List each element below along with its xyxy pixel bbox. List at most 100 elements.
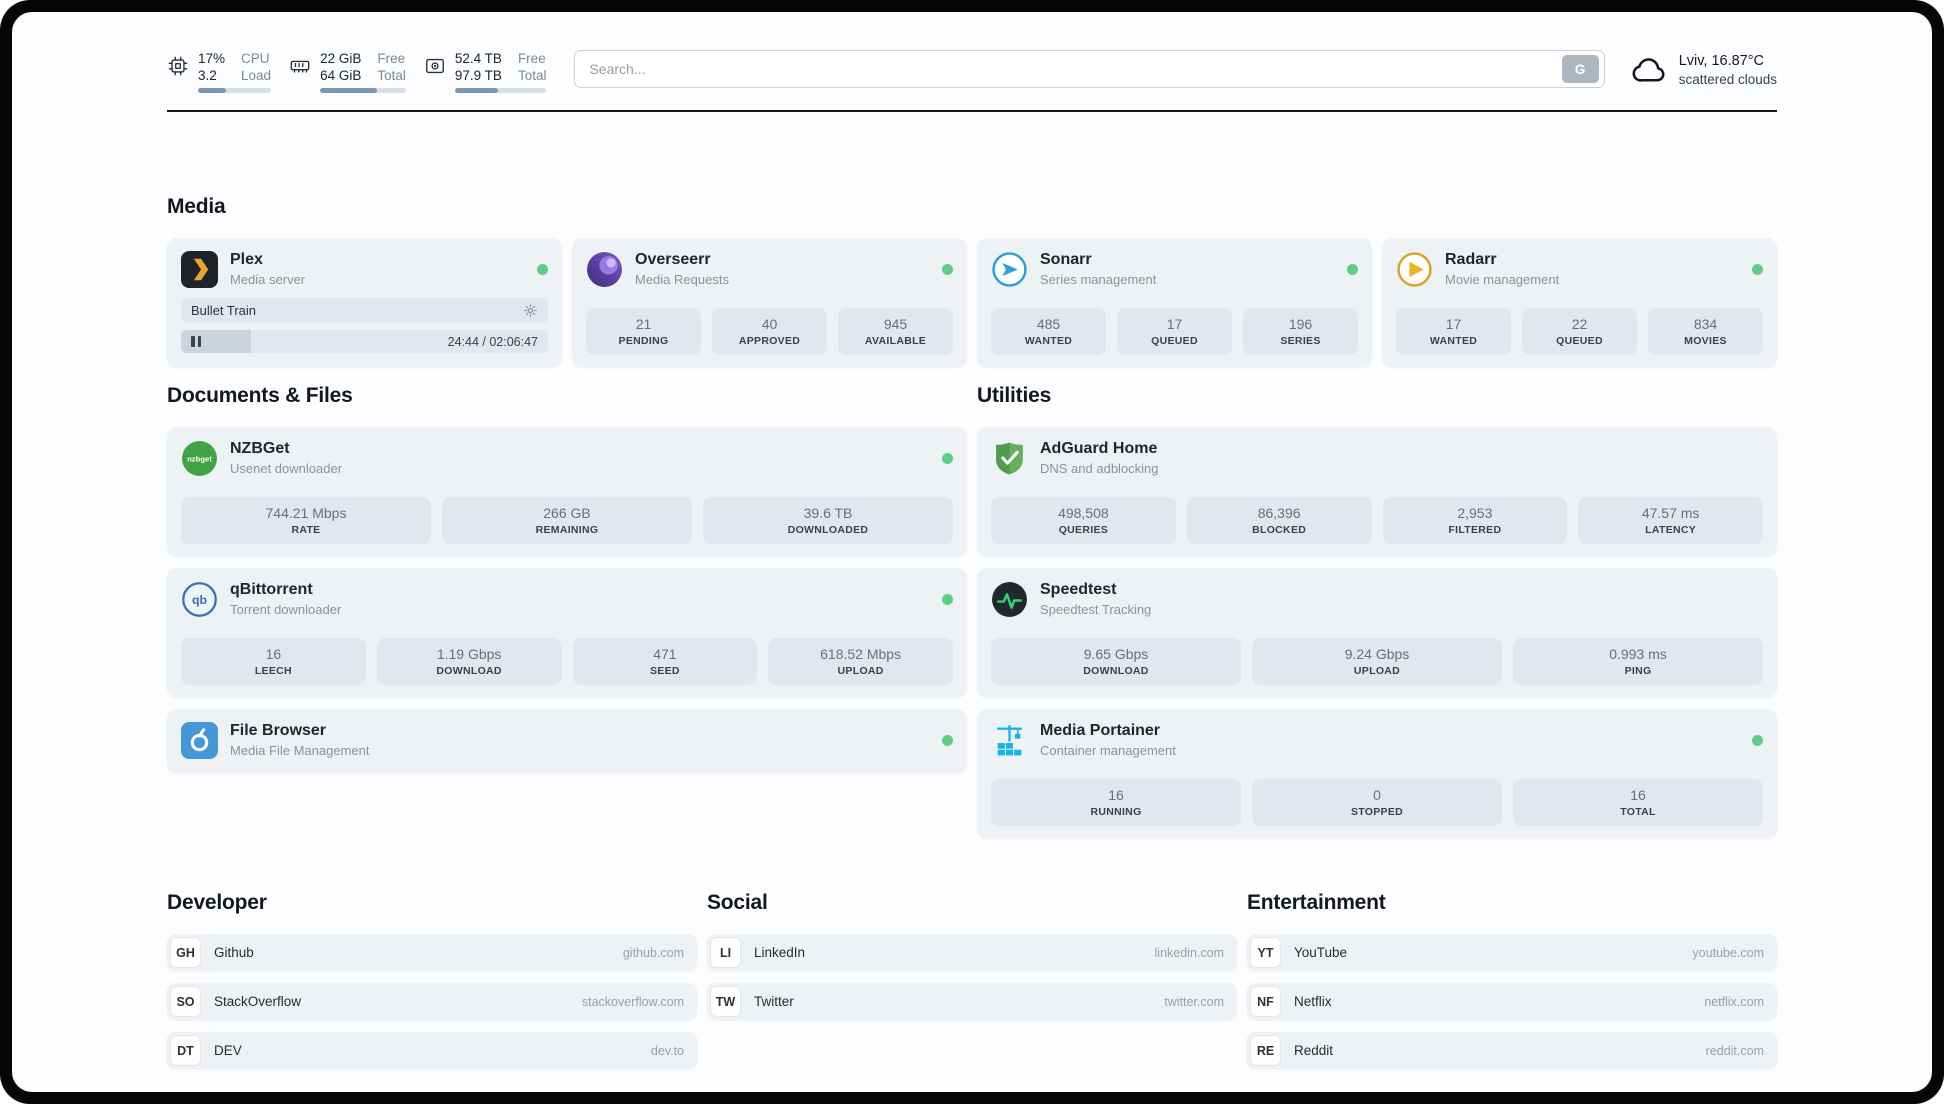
section-title-social: Social	[707, 891, 768, 914]
stat-label: BLOCKED	[1252, 524, 1307, 536]
bookmark-url: youtube.com	[1692, 945, 1764, 960]
stat-value: 16	[265, 646, 282, 662]
bookmark-name: Netflix	[1294, 994, 1332, 1009]
stat-value: 196	[1288, 316, 1313, 332]
bookmark-url: stackoverflow.com	[581, 994, 684, 1009]
radarr-stat-movies: 834 MOVIES	[1648, 308, 1763, 355]
overseerr-icon	[586, 251, 623, 288]
status-dot	[942, 452, 953, 464]
memory-label-top: Free	[377, 51, 406, 66]
adguard-stat-latency: 47.57 ms LATENCY	[1578, 497, 1763, 544]
portainer-stat-total: 16 TOTAL	[1513, 779, 1763, 826]
stat-label: FILTERED	[1448, 524, 1502, 536]
gear-icon	[524, 304, 537, 317]
bookmark-github[interactable]: GH Github github.com	[167, 934, 697, 971]
bookmark-reddit[interactable]: RE Reddit reddit.com	[1247, 1032, 1777, 1069]
bookmark-abbr: YT	[1250, 937, 1281, 968]
service-card-plex[interactable]: Plex Media server Bullet Train	[167, 238, 562, 367]
service-name: AdGuard Home	[1040, 440, 1158, 457]
portainer-icon	[991, 722, 1028, 759]
search-provider-button[interactable]: G	[1561, 55, 1599, 83]
nzbget-stat-remaining: 266 GB REMAINING	[442, 497, 692, 544]
stat-value: 618.52 Mbps	[820, 646, 902, 662]
cpu-icon	[168, 56, 188, 76]
service-subtitle: Media File Management	[230, 743, 370, 758]
bookmark-stackoverflow[interactable]: SO StackOverflow stackoverflow.com	[167, 983, 697, 1020]
stat-label: QUEUED	[1556, 335, 1603, 347]
documents-column: Documents & Files nzbget	[167, 383, 967, 838]
bookmark-abbr: NF	[1250, 986, 1281, 1017]
stat-value: 744.21 Mbps	[265, 505, 347, 521]
service-name: Sonarr	[1040, 251, 1092, 268]
bookmark-netflix[interactable]: NF Netflix netflix.com	[1247, 983, 1777, 1020]
developer-column: Developer GH Github github.com SO StackO…	[167, 890, 697, 1069]
service-card-portainer[interactable]: Media Portainer Container management 16 …	[977, 709, 1777, 838]
pause-icon[interactable]	[191, 336, 201, 347]
bookmark-twitter[interactable]: TW Twitter twitter.com	[707, 983, 1237, 1020]
bookmark-name: Twitter	[754, 994, 794, 1009]
memory-free-value: 22 GiB	[320, 51, 362, 66]
bookmark-abbr: DT	[170, 1035, 201, 1066]
cpu-progress-track	[198, 88, 272, 93]
stat-label: WANTED	[1429, 335, 1478, 347]
qbittorrent-stat-seed: 471 SEED	[572, 638, 758, 685]
bookmark-name: Reddit	[1294, 1043, 1334, 1058]
status-dot	[1752, 263, 1763, 275]
stat-value: 498,508	[1058, 505, 1109, 521]
bookmarks-section: Developer GH Github github.com SO StackO…	[167, 890, 1777, 1092]
disk-total-value: 97.9 TB	[454, 68, 502, 83]
service-card-filebrowser[interactable]: File Browser Media File Management	[167, 709, 967, 773]
service-card-nzbget[interactable]: nzbget NZBGet Usenet downloader	[167, 427, 967, 556]
service-card-adguard[interactable]: AdGuard Home DNS and adblocking 498,508 …	[977, 427, 1777, 556]
speedtest-stat-upload: 9.24 Gbps UPLOAD	[1252, 638, 1502, 685]
stat-value: 40	[761, 316, 778, 332]
social-column: Social LI LinkedIn linkedin.com TW Twitt…	[707, 890, 1237, 1020]
weather-location: Lviv, 16.87°C	[1678, 52, 1765, 69]
service-card-qbittorrent[interactable]: qb qBittorrent Torrent downloader	[167, 568, 967, 697]
player-settings-button[interactable]	[523, 303, 538, 318]
disk-label-bottom: Total	[517, 68, 547, 83]
stat-label: RUNNING	[1090, 806, 1142, 818]
speedtest-stat-download: 9.65 Gbps DOWNLOAD	[991, 638, 1241, 685]
section-title-media: Media	[167, 195, 226, 218]
service-card-speedtest[interactable]: Speedtest Speedtest Tracking 9.65 Gbps D…	[977, 568, 1777, 697]
service-card-overseerr[interactable]: Overseerr Media Requests 21 PENDING 40 A…	[572, 238, 967, 367]
stat-value: 2,953	[1457, 505, 1493, 521]
stat-label: QUERIES	[1058, 524, 1109, 536]
service-card-sonarr[interactable]: Sonarr Series management 485 WANTED 17 Q…	[977, 238, 1372, 367]
bookmark-dev[interactable]: DT DEV dev.to	[167, 1032, 697, 1069]
disk-progress-track	[454, 88, 547, 93]
adguard-stat-blocked: 86,396 BLOCKED	[1186, 497, 1372, 544]
stat-value: 1.19 Gbps	[436, 646, 502, 662]
service-name: Media Portainer	[1040, 722, 1161, 739]
service-name: NZBGet	[230, 440, 290, 457]
speedtest-stat-ping: 0.993 ms PING	[1513, 638, 1763, 685]
playback-progress-fill	[181, 330, 251, 353]
now-playing-title: Bullet Train	[191, 303, 257, 318]
qbittorrent-stat-download: 1.19 Gbps DOWNLOAD	[376, 638, 562, 685]
stat-value: 0.993 ms	[1609, 646, 1667, 662]
utilities-column: Utilities	[977, 383, 1777, 838]
bookmark-url: dev.to	[650, 1043, 684, 1058]
service-subtitle: Media Requests	[635, 272, 729, 287]
service-subtitle: Movie management	[1445, 272, 1560, 287]
stat-value: 485	[1036, 316, 1061, 332]
stat-label: APPROVED	[738, 335, 801, 347]
overseerr-stat-available: 945 AVAILABLE	[838, 308, 953, 355]
playback-seek-bar[interactable]: 24:44 / 02:06:47	[181, 330, 548, 353]
search-input[interactable]	[589, 61, 1562, 77]
stat-label: TOTAL	[1620, 806, 1656, 818]
speedtest-icon	[991, 581, 1028, 618]
service-subtitle: Media server	[230, 272, 306, 287]
service-card-radarr[interactable]: Radarr Movie management 17 WANTED 22 QUE…	[1382, 238, 1777, 367]
stat-label: STOPPED	[1350, 806, 1404, 818]
cloud-icon	[1632, 58, 1665, 82]
bookmark-linkedin[interactable]: LI LinkedIn linkedin.com	[707, 934, 1237, 971]
cpu-usage-value: 17%	[198, 51, 226, 66]
bookmark-youtube[interactable]: YT YouTube youtube.com	[1247, 934, 1777, 971]
memory-progress-fill	[320, 88, 377, 93]
qbittorrent-icon: qb	[181, 581, 218, 618]
status-dot	[942, 734, 953, 746]
service-name: Overseerr	[635, 251, 711, 268]
